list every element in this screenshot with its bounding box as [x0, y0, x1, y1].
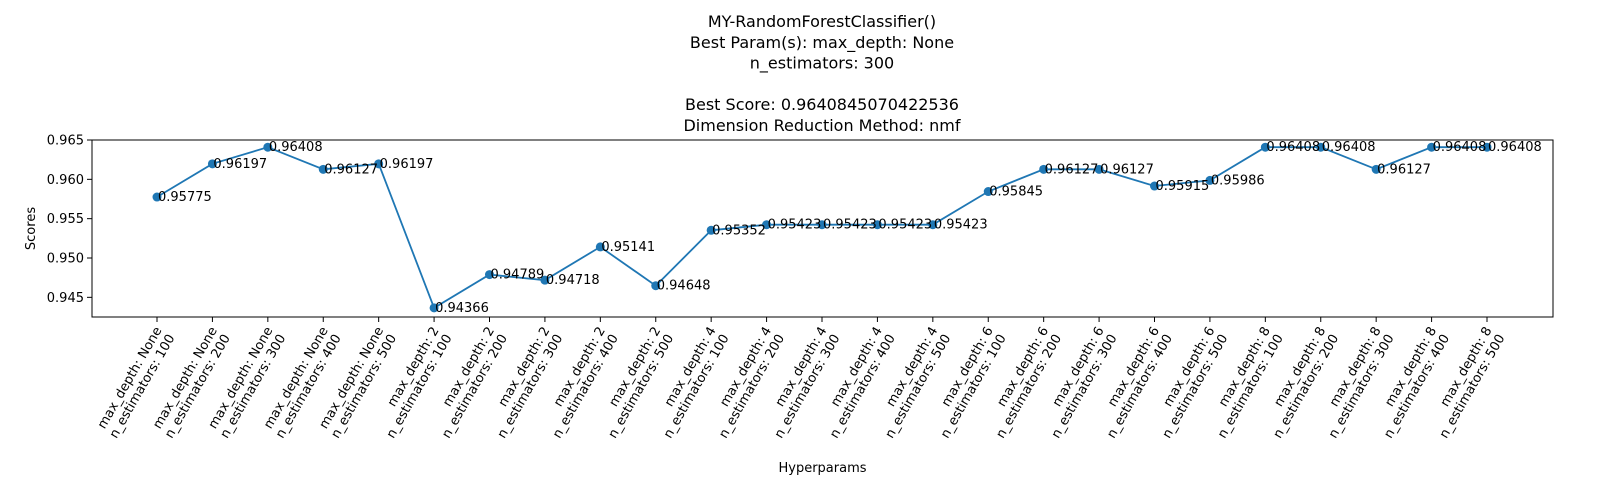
data-point	[1039, 164, 1049, 174]
data-label: 0.96197	[213, 157, 267, 172]
data-point	[651, 281, 661, 291]
data-label: 0.95423	[934, 218, 988, 233]
data-point	[263, 142, 273, 152]
data-label: 0.96408	[269, 140, 323, 155]
data-point	[485, 270, 494, 280]
data-point	[983, 187, 993, 197]
data-point	[595, 242, 605, 252]
x-axis-label: Hyperparams	[778, 461, 866, 476]
data-point	[1427, 142, 1437, 152]
data-label: 0.96408	[1266, 140, 1320, 155]
data-point	[1260, 142, 1270, 152]
data-point	[817, 220, 827, 230]
y-tick-label: 0.965	[47, 134, 84, 149]
data-point	[207, 159, 217, 169]
data-label: 0.96197	[380, 157, 434, 172]
y-tick-label: 0.955	[47, 212, 84, 227]
x-axis: max_depth: Nonen_estimators: 100max_dept…	[95, 317, 1508, 441]
data-label: 0.95986	[1211, 173, 1265, 188]
data-label: 0.96127	[1045, 162, 1099, 177]
title-line: Best Param(s): max_depth: None	[690, 33, 954, 53]
data-points	[152, 142, 1492, 313]
data-point	[540, 275, 550, 285]
y-tick-label: 0.960	[47, 173, 84, 188]
data-point	[1316, 142, 1326, 152]
title-line: MY-RandomForestClassifier()	[708, 12, 936, 31]
data-point	[374, 159, 384, 169]
data-point	[318, 164, 328, 174]
title-line: Dimension Reduction Method: nmf	[683, 116, 960, 135]
title-line: Best Score: 0.9640845070422536	[685, 95, 959, 114]
data-point	[872, 220, 882, 230]
data-label: 0.95352	[712, 223, 766, 238]
title-line: n_estimators: 300	[750, 54, 894, 74]
y-axis-label: Scores	[24, 207, 39, 250]
data-label: 0.95141	[601, 240, 655, 255]
data-point	[706, 225, 716, 235]
data-point	[928, 220, 938, 230]
y-axis: 0.945 0.950 0.955 0.960 0.965	[47, 134, 92, 306]
data-label: 0.95423	[768, 218, 822, 233]
data-label: 0.94366	[435, 301, 489, 316]
data-point	[152, 192, 162, 202]
data-label: 0.95775	[158, 190, 212, 205]
data-point	[1150, 181, 1159, 191]
data-label: 0.94648	[657, 279, 711, 294]
data-label: 0.95845	[989, 185, 1043, 200]
data-label: 0.96408	[1488, 140, 1542, 155]
data-label: 0.95423	[823, 218, 877, 233]
data-point	[1371, 164, 1381, 174]
data-label: 0.96127	[1100, 162, 1154, 177]
data-label: 0.96127	[1377, 162, 1431, 177]
data-point	[1482, 142, 1492, 152]
data-label: 0.94718	[546, 273, 600, 288]
data-label: 0.95915	[1156, 179, 1210, 194]
y-tick-label: 0.945	[47, 291, 84, 306]
data-point	[1094, 164, 1104, 174]
y-tick-label: 0.950	[47, 252, 84, 267]
data-label: 0.96408	[1433, 140, 1487, 155]
data-label: 0.96408	[1322, 140, 1376, 155]
data-point	[429, 303, 439, 313]
data-label: 0.94789	[491, 268, 545, 283]
chart-title: MY-RandomForestClassifier() Best Param(s)…	[683, 12, 960, 135]
data-point	[1205, 175, 1215, 185]
data-label: 0.96127	[324, 162, 378, 177]
data-label: 0.95423	[878, 218, 932, 233]
data-point	[762, 220, 772, 230]
